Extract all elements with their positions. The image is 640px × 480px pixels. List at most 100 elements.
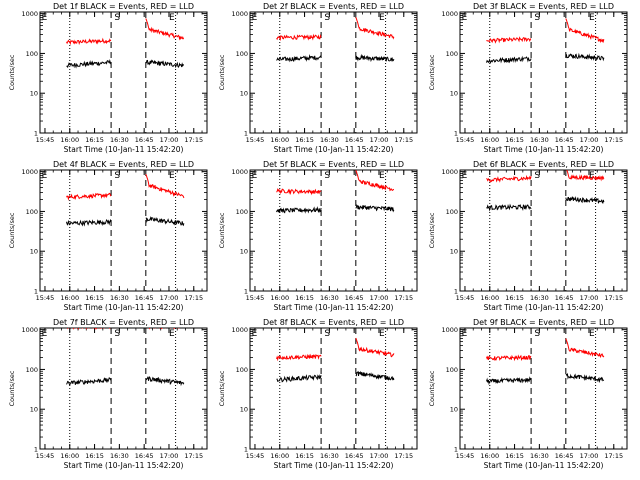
y-tick-label: 1 bbox=[34, 130, 38, 138]
x-tick-label: 17:00 bbox=[580, 136, 599, 144]
y-axis-label: Counts/sec bbox=[428, 54, 436, 90]
flag-marker-E: E bbox=[589, 13, 595, 23]
flag-marker-E: E bbox=[42, 171, 48, 181]
x-tick-label: 17:15 bbox=[394, 452, 413, 460]
x-tick-label: 17:00 bbox=[370, 452, 389, 460]
lld-rate-segment-1 bbox=[276, 188, 322, 196]
x-tick-label: 16:45 bbox=[345, 452, 364, 460]
events-rate-segment-1 bbox=[276, 374, 322, 383]
x-tick-label: 15:45 bbox=[36, 452, 55, 460]
events-rate-segment-1 bbox=[486, 203, 532, 212]
events-rate-segment-2 bbox=[355, 370, 395, 381]
x-axis-label: Start Time (10-Jan-11 15:42:20) bbox=[64, 461, 184, 470]
y-tick-label: 100 bbox=[446, 208, 458, 216]
y-axis-label: Counts/sec bbox=[218, 212, 226, 248]
x-tick-label: 16:00 bbox=[480, 294, 499, 302]
y-axis-label: Counts/sec bbox=[8, 54, 16, 90]
flag-marker-E: E bbox=[252, 13, 258, 23]
x-axis-label: Start Time (10-Jan-11 15:42:20) bbox=[64, 303, 184, 312]
x-tick-label: 17:15 bbox=[604, 452, 623, 460]
panel-5: Det 5f BLACK = Events, RED = LLD Counts/s… bbox=[218, 160, 418, 312]
y-tick-label: 1 bbox=[454, 288, 458, 296]
y-tick-label: 10 bbox=[30, 406, 38, 414]
panel-title: Det 8f BLACK = Events, RED = LLD bbox=[263, 318, 404, 327]
x-tick-label: 16:45 bbox=[135, 136, 154, 144]
y-tick-label: 10 bbox=[240, 248, 248, 256]
x-tick-label: 16:45 bbox=[345, 294, 364, 302]
flag-marker-E: E bbox=[379, 171, 385, 181]
flag-marker-S: S bbox=[114, 171, 120, 181]
x-tick-label: 16:30 bbox=[320, 294, 339, 302]
x-tick-label: 16:45 bbox=[345, 136, 364, 144]
events-rate-segment-1 bbox=[486, 376, 532, 386]
x-tick-label: 16:15 bbox=[505, 452, 524, 460]
events-rate-segment-2 bbox=[145, 59, 184, 69]
x-tick-label: 17:15 bbox=[184, 136, 203, 144]
x-axis-label: Start Time (10-Jan-11 15:42:20) bbox=[484, 145, 604, 154]
lld-rate-segment-1 bbox=[486, 36, 532, 44]
y-tick-label: 1000 bbox=[21, 10, 38, 18]
plot-frame bbox=[249, 11, 418, 134]
flag-marker-E: E bbox=[379, 13, 385, 23]
y-tick-label: 10 bbox=[450, 90, 458, 98]
lld-rate-segment-2 bbox=[355, 170, 395, 192]
panel-1: Det 1f BLACK = Events, RED = LLD Counts/s… bbox=[8, 2, 208, 154]
y-axis-label: Counts/sec bbox=[218, 54, 226, 90]
y-tick-label: 10 bbox=[450, 406, 458, 414]
flag-marker-E: E bbox=[169, 171, 175, 181]
flag-marker-S: S bbox=[114, 329, 120, 339]
x-tick-label: 16:15 bbox=[295, 136, 314, 144]
flag-marker-E: E bbox=[169, 13, 175, 23]
x-tick-label: 16:30 bbox=[110, 136, 129, 144]
y-tick-label: 1000 bbox=[231, 326, 248, 334]
y-tick-label: 10 bbox=[450, 248, 458, 256]
x-tick-label: 16:45 bbox=[555, 136, 574, 144]
x-axis-label: Start Time (10-Jan-11 15:42:20) bbox=[274, 145, 394, 154]
y-tick-label: 100 bbox=[26, 208, 38, 216]
panel-9: Det 9f BLACK = Events, RED = LLD Counts/s… bbox=[428, 318, 628, 470]
x-tick-label: 17:00 bbox=[160, 294, 179, 302]
plot-frame bbox=[459, 169, 628, 292]
flag-marker-E: E bbox=[252, 329, 258, 339]
y-tick-label: 10 bbox=[240, 406, 248, 414]
flag-marker-E: E bbox=[169, 329, 175, 339]
plot-frame bbox=[459, 11, 628, 134]
y-tick-label: 100 bbox=[446, 366, 458, 374]
lld-rate-segment-2 bbox=[355, 337, 395, 358]
x-tick-label: 16:15 bbox=[85, 452, 104, 460]
flag-marker-E: E bbox=[462, 171, 468, 181]
events-rate-segment-2 bbox=[565, 52, 605, 62]
y-axis-label: Counts/sec bbox=[218, 370, 226, 406]
lld-rate-segment-1 bbox=[66, 192, 112, 201]
panel-7: Det 7f BLACK = Events, RED = LLD Counts/s… bbox=[8, 318, 208, 470]
y-tick-label: 100 bbox=[446, 50, 458, 58]
x-tick-label: 17:00 bbox=[370, 294, 389, 302]
events-rate-segment-1 bbox=[66, 59, 112, 69]
y-tick-label: 1000 bbox=[21, 168, 38, 176]
panel-8: Det 8f BLACK = Events, RED = LLD Counts/s… bbox=[218, 318, 418, 470]
x-tick-label: 16:15 bbox=[85, 136, 104, 144]
flag-marker-E: E bbox=[42, 329, 48, 339]
flag-marker-E: E bbox=[462, 13, 468, 23]
panel-4: Det 4f BLACK = Events, RED = LLD Counts/s… bbox=[8, 160, 208, 312]
panel-title: Det 3f BLACK = Events, RED = LLD bbox=[473, 2, 614, 11]
flag-marker-S: S bbox=[534, 171, 540, 181]
x-tick-label: 16:30 bbox=[320, 452, 339, 460]
x-tick-label: 16:00 bbox=[60, 136, 79, 144]
flag-marker-S: S bbox=[534, 13, 540, 23]
lld-rate-segment-2 bbox=[145, 18, 184, 41]
lld-rate-segment-2 bbox=[566, 170, 605, 182]
x-tick-label: 16:00 bbox=[480, 136, 499, 144]
plot-frame bbox=[39, 11, 208, 134]
flag-marker-S: S bbox=[324, 329, 330, 339]
y-tick-label: 1 bbox=[244, 130, 248, 138]
x-tick-label: 15:45 bbox=[36, 136, 55, 144]
x-tick-label: 17:15 bbox=[394, 136, 413, 144]
lld-rate-segment-2 bbox=[355, 17, 395, 40]
x-tick-label: 16:30 bbox=[530, 136, 549, 144]
events-rate-segment-2 bbox=[565, 372, 605, 384]
x-tick-label: 16:00 bbox=[60, 294, 79, 302]
lld-rate-segment-2 bbox=[565, 338, 605, 359]
events-rate-segment-2 bbox=[355, 53, 395, 63]
x-axis-label: Start Time (10-Jan-11 15:42:20) bbox=[274, 461, 394, 470]
